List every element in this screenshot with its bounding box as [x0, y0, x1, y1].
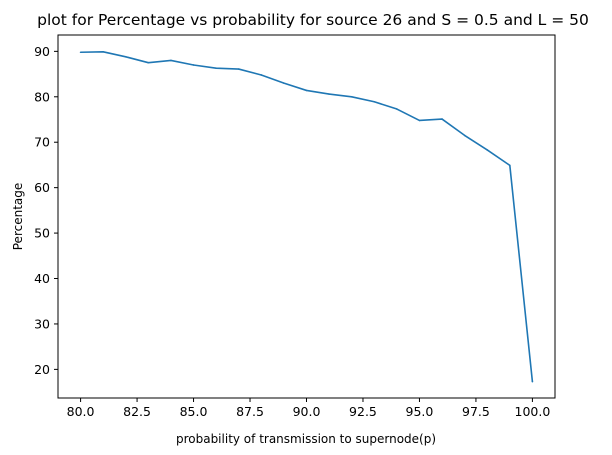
data-point	[79, 51, 82, 54]
data-point	[102, 51, 104, 53]
y-tick-label: 40	[34, 271, 50, 286]
data-point	[396, 108, 398, 110]
data-point	[260, 74, 263, 76]
y-tick-label: 60	[34, 180, 50, 195]
y-axis-label: Percentage	[11, 183, 25, 251]
data-point	[350, 95, 353, 98]
data-point	[305, 89, 308, 92]
data-point	[373, 100, 376, 103]
y-tick-label: 90	[34, 44, 50, 59]
y-tick-label: 50	[34, 226, 50, 241]
data-point	[192, 64, 195, 66]
data-point	[486, 149, 489, 151]
series-line	[80, 51, 534, 382]
plot-area	[57, 34, 556, 399]
y-tick-label: 80	[34, 89, 50, 104]
data-point	[509, 164, 511, 167]
x-tick-label: 87.5	[236, 404, 264, 419]
data-point	[237, 68, 240, 70]
x-axis-label: probability of transmission to supernode…	[176, 432, 436, 446]
x-tick-label: 90.0	[293, 404, 321, 419]
x-axis: 80.0 82.5 85.0 87.5 90.0 92.5 95.0 97.5 100.0	[67, 398, 551, 419]
x-tick-label: 92.5	[349, 404, 377, 419]
data-point	[463, 134, 466, 137]
axes-frame	[57, 34, 556, 399]
data-point	[328, 93, 330, 95]
data-point	[124, 56, 127, 58]
x-tick-label: 95.0	[406, 404, 434, 419]
x-tick-label: 82.5	[123, 404, 151, 419]
data-points	[79, 51, 534, 383]
chart-title: plot for Percentage vs probability for s…	[37, 11, 589, 29]
x-tick-label: 97.5	[462, 404, 490, 419]
data-point	[531, 380, 534, 383]
data-point	[170, 59, 172, 62]
data-point	[215, 67, 217, 69]
x-tick-label: 85.0	[180, 404, 208, 419]
data-point	[283, 82, 285, 84]
y-tick-label: 70	[34, 135, 50, 150]
y-tick-label: 30	[34, 316, 50, 331]
data-point	[418, 119, 421, 122]
y-tick-label: 20	[34, 362, 50, 377]
data-point	[147, 61, 150, 64]
x-tick-label: 100.0	[515, 404, 551, 419]
data-point	[441, 118, 443, 120]
x-tick-label: 80.0	[67, 404, 95, 419]
y-axis: 20 30 40 50 60 70 80 90	[34, 44, 58, 377]
